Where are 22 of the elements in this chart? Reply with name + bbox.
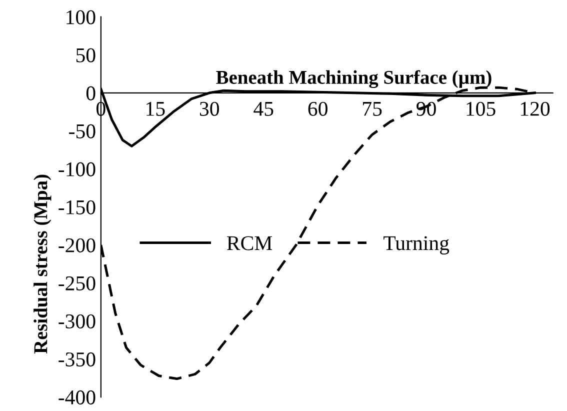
y-tick-label: -200 [58, 238, 96, 252]
x-tick-label: 120 [520, 102, 550, 116]
x-axis-title: Beneath Machining Surface (µm) [216, 70, 492, 88]
y-tick-label: 50 [76, 48, 96, 62]
y-tick-label: -50 [69, 124, 96, 138]
y-tick-label: 100 [66, 10, 96, 24]
x-tick-label: 15 [146, 102, 165, 116]
y-tick-label: -400 [58, 390, 96, 404]
y-tick-label: -350 [58, 352, 96, 366]
x-tick-label: 75 [363, 102, 382, 116]
legend-label: RCM [226, 236, 272, 250]
y-tick-label: -300 [58, 314, 96, 328]
x-tick-label: 105 [466, 102, 496, 116]
y-tick-label: -100 [58, 162, 96, 176]
y-axis-title: Residual stress (Mpa) [34, 174, 52, 354]
x-tick-label: 45 [254, 102, 274, 116]
legend-label: Turning [384, 236, 450, 254]
x-tick-label: 30 [200, 102, 220, 116]
y-tick-label: 0 [86, 86, 96, 100]
x-tick-label: 60 [308, 102, 328, 116]
y-tick-label: -150 [58, 200, 96, 214]
y-tick-label: -250 [58, 276, 96, 290]
